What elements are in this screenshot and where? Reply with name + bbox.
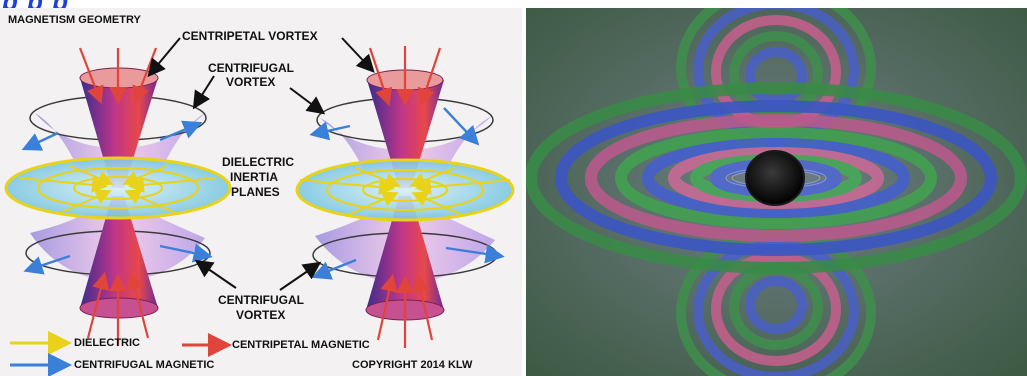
legend-arrows bbox=[10, 331, 232, 376]
field-lines-graphic bbox=[526, 8, 1027, 376]
label-centrifugal-vortex-bottom-2: VORTEX bbox=[236, 308, 286, 322]
pointer-arrows bbox=[147, 37, 375, 291]
label-dielectric-2: INERTIA bbox=[230, 170, 278, 184]
label-dielectric-1: DIELECTRIC bbox=[222, 155, 294, 169]
label-centrifugal-vortex-bottom-1: CENTRIFUGAL bbox=[218, 293, 304, 307]
legend-dielectric: DIELECTRIC bbox=[74, 337, 140, 349]
copyright-text: COPYRIGHT 2014 KLW bbox=[352, 359, 473, 371]
label-centrifugal-vortex-top-2: VORTEX bbox=[226, 75, 276, 89]
vortex-diagram-graphic bbox=[4, 37, 515, 376]
label-centrifugal-vortex-top-1: CENTRIFUGAL bbox=[208, 61, 294, 75]
right-vortex bbox=[295, 46, 515, 348]
magnetism-geometry-diagram: MAGNETISM GEOMETRY CENTRIPETAL VORTEX CE… bbox=[0, 8, 522, 376]
diagram-title: MAGNETISM GEOMETRY bbox=[8, 14, 141, 26]
left-vortex bbox=[4, 47, 232, 346]
header-strip: p p p bbox=[0, 0, 1027, 10]
magnetic-field-image bbox=[526, 8, 1027, 376]
label-centripetal-vortex: CENTRIPETAL VORTEX bbox=[182, 29, 318, 43]
label-dielectric-3: PLANES bbox=[231, 185, 280, 199]
legend-centrifugal-magnetic: CENTRIFUGAL MAGNETIC bbox=[74, 359, 215, 371]
legend-centripetal-magnetic: CENTRIPETAL MAGNETIC bbox=[232, 339, 370, 351]
header-partial-title: p p p bbox=[2, 0, 69, 10]
